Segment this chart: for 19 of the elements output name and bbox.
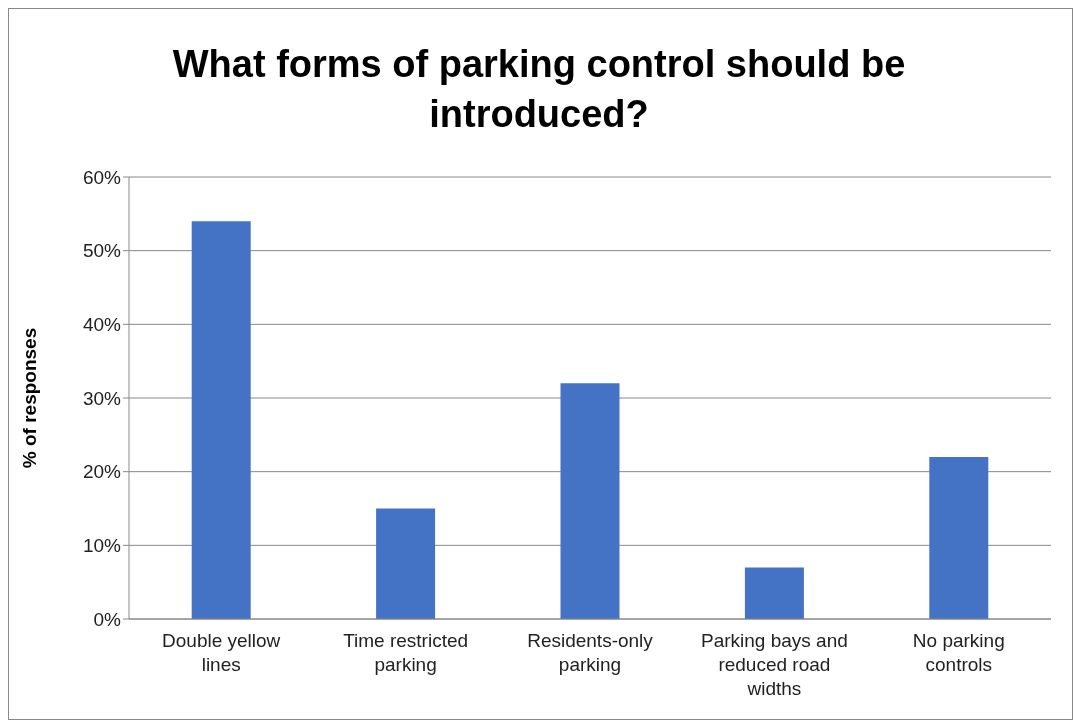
y-tick-label: 0% [93,608,122,630]
x-tick-label: Parking bays and reduced road widths [700,630,848,699]
y-tick-label: 40% [82,314,122,336]
chart-title: What forms of parking control should be introduced? [171,42,907,137]
y-tick-label: 20% [82,461,122,483]
y-tick-label: 10% [82,535,122,557]
x-tick-label: Time restricted parking [343,630,469,675]
bar [744,567,804,619]
x-tick-label: No parking controls [912,630,1005,675]
x-tick-label: Residents-only parking [527,630,654,675]
y-tick-label: 60% [82,166,122,188]
y-tick-label: 50% [82,240,122,262]
bar [376,508,436,619]
bar [191,221,251,619]
y-tick-label: 30% [82,387,122,409]
bar [560,383,620,619]
bar [929,456,989,619]
y-axis-title: % of responses [18,327,40,469]
x-tick-label: Double yellow lines [162,630,281,675]
